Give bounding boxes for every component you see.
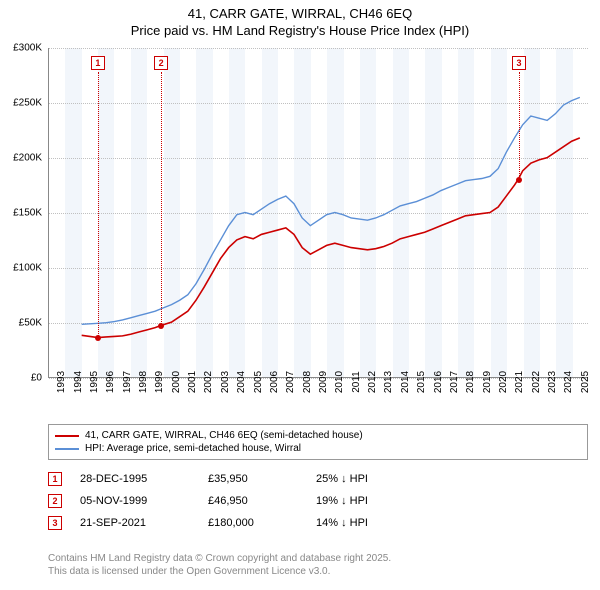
x-tick-label: 2005	[253, 371, 264, 393]
y-tick-label: £250K	[13, 98, 42, 109]
x-tick-label: 2001	[187, 371, 198, 393]
x-axis: 1993199419951996199719981999200020012002…	[48, 378, 588, 428]
x-tick-label: 1999	[154, 371, 165, 393]
x-tick-label: 1993	[56, 371, 67, 393]
x-tick-label: 2011	[351, 371, 362, 393]
y-tick-label: £0	[31, 373, 42, 384]
title-block: 41, CARR GATE, WIRRAL, CH46 6EQ Price pa…	[0, 0, 600, 40]
y-tick-label: £150K	[13, 208, 42, 219]
transaction-delta: 19% ↓ HPI	[316, 495, 426, 507]
x-tick-label: 2010	[334, 371, 345, 393]
x-tick-label: 2008	[302, 371, 313, 393]
legend-swatch	[55, 448, 79, 450]
marker-dot-3	[516, 177, 522, 183]
transaction-date: 21-SEP-2021	[80, 517, 190, 529]
marker-dot-2	[158, 323, 164, 329]
x-tick-label: 1994	[73, 371, 84, 393]
title-line-2: Price paid vs. HM Land Registry's House …	[0, 23, 600, 40]
y-tick-label: £50K	[19, 318, 42, 329]
legend-label: HPI: Average price, semi-detached house,…	[85, 443, 301, 454]
y-tick-label: £200K	[13, 153, 42, 164]
x-tick-label: 2000	[171, 371, 182, 393]
x-tick-label: 2009	[318, 371, 329, 393]
transaction-date: 05-NOV-1999	[80, 495, 190, 507]
transaction-marker: 3	[48, 516, 62, 530]
transaction-date: 28-DEC-1995	[80, 473, 190, 485]
transaction-row: 3 21-SEP-2021 £180,000 14% ↓ HPI	[48, 512, 588, 534]
transaction-marker: 2	[48, 494, 62, 508]
y-tick-label: £100K	[13, 263, 42, 274]
x-tick-label: 2017	[449, 371, 460, 393]
x-tick-label: 2015	[416, 371, 427, 393]
legend: 41, CARR GATE, WIRRAL, CH46 6EQ (semi-de…	[48, 424, 588, 460]
x-tick-label: 2007	[285, 371, 296, 393]
x-tick-label: 2022	[531, 371, 542, 393]
marker-dot-1	[95, 335, 101, 341]
transaction-price: £46,950	[208, 495, 298, 507]
x-tick-label: 2019	[482, 371, 493, 393]
transaction-price: £35,950	[208, 473, 298, 485]
marker-stem	[161, 72, 162, 326]
marker-box-3: 3	[512, 56, 526, 70]
y-tick-label: £300K	[13, 43, 42, 54]
legend-row: HPI: Average price, semi-detached house,…	[55, 442, 581, 455]
legend-swatch	[55, 435, 79, 437]
x-tick-label: 2004	[236, 371, 247, 393]
x-tick-label: 2012	[367, 371, 378, 393]
transaction-row: 1 28-DEC-1995 £35,950 25% ↓ HPI	[48, 468, 588, 490]
marker-stem	[98, 72, 99, 338]
legend-label: 41, CARR GATE, WIRRAL, CH46 6EQ (semi-de…	[85, 430, 363, 441]
series-price_paid	[82, 138, 580, 338]
x-tick-label: 2024	[563, 371, 574, 393]
series-hpi	[82, 97, 580, 324]
x-tick-label: 2002	[203, 371, 214, 393]
x-tick-label: 2016	[433, 371, 444, 393]
footer-line-2: This data is licensed under the Open Gov…	[48, 565, 391, 578]
x-tick-label: 1995	[89, 371, 100, 393]
y-axis: £0£50K£100K£150K£200K£250K£300K	[0, 48, 48, 378]
x-tick-label: 1998	[138, 371, 149, 393]
x-tick-label: 2003	[220, 371, 231, 393]
footer: Contains HM Land Registry data © Crown c…	[48, 552, 391, 578]
chart-svg	[49, 48, 588, 377]
chart-container: 41, CARR GATE, WIRRAL, CH46 6EQ Price pa…	[0, 0, 600, 590]
transaction-row: 2 05-NOV-1999 £46,950 19% ↓ HPI	[48, 490, 588, 512]
x-tick-label: 2014	[400, 371, 411, 393]
transaction-marker: 1	[48, 472, 62, 486]
x-tick-label: 2006	[269, 371, 280, 393]
transaction-delta: 25% ↓ HPI	[316, 473, 426, 485]
transaction-delta: 14% ↓ HPI	[316, 517, 426, 529]
x-tick-label: 2013	[383, 371, 394, 393]
x-tick-label: 1996	[105, 371, 116, 393]
chart-plot-area: 1 2 3	[48, 48, 588, 378]
marker-stem	[519, 72, 520, 180]
x-tick-label: 2025	[580, 371, 591, 393]
legend-row: 41, CARR GATE, WIRRAL, CH46 6EQ (semi-de…	[55, 429, 581, 442]
marker-box-2: 2	[154, 56, 168, 70]
transaction-price: £180,000	[208, 517, 298, 529]
x-tick-label: 1997	[122, 371, 133, 393]
footer-line-1: Contains HM Land Registry data © Crown c…	[48, 552, 391, 565]
x-tick-label: 2020	[498, 371, 509, 393]
transactions-table: 1 28-DEC-1995 £35,950 25% ↓ HPI 2 05-NOV-1999…	[48, 468, 588, 534]
title-line-1: 41, CARR GATE, WIRRAL, CH46 6EQ	[0, 6, 600, 23]
x-tick-label: 2018	[465, 371, 476, 393]
x-tick-label: 2023	[547, 371, 558, 393]
x-tick-label: 2021	[514, 371, 525, 393]
marker-box-1: 1	[91, 56, 105, 70]
